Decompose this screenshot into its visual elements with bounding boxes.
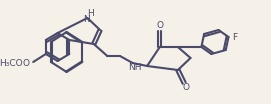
Text: O: O bbox=[182, 84, 189, 92]
Text: O: O bbox=[22, 58, 30, 67]
Text: H₃CO: H₃CO bbox=[0, 58, 23, 67]
Text: O: O bbox=[156, 22, 163, 30]
Text: NH: NH bbox=[128, 64, 141, 72]
Text: N: N bbox=[83, 14, 90, 24]
Text: H: H bbox=[87, 9, 93, 19]
Text: F: F bbox=[232, 32, 237, 41]
